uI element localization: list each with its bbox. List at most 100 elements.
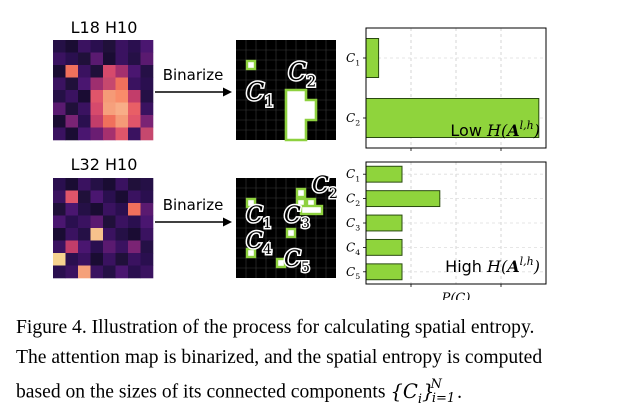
y-tick-label: C5 xyxy=(346,265,360,281)
heatmap-cell xyxy=(103,228,116,241)
heatmap-cell xyxy=(65,52,79,66)
heatmap-cell xyxy=(115,127,129,141)
heatmap-cell xyxy=(140,127,154,141)
heatmap-cell xyxy=(128,90,141,103)
heatmap-cell xyxy=(53,65,66,78)
binary-map xyxy=(236,40,336,142)
heatmap-cell xyxy=(65,40,79,53)
component-cell xyxy=(245,247,257,259)
panel-1: L18 H10 Binarize C1 C2 C1 C2 Low H(Al,h) xyxy=(53,18,547,151)
binary-map xyxy=(236,178,336,278)
heatmap-cell xyxy=(128,40,141,53)
binarize-label: Binarize xyxy=(163,196,224,214)
entropy-annotation: High H(Al,h) xyxy=(445,255,540,276)
heatmap-cell xyxy=(53,203,66,216)
heatmap-cell xyxy=(128,65,141,78)
heatmap-cell xyxy=(90,115,104,128)
component-label-c5: C5 xyxy=(283,246,312,278)
connected-component xyxy=(285,227,297,239)
heatmap-cell xyxy=(90,265,104,279)
heatmap-cell xyxy=(53,77,66,91)
svg-text:C1: C1 xyxy=(346,51,360,67)
y-tick-label: C1 xyxy=(346,51,360,67)
x-axis-label: P(C) xyxy=(441,291,471,300)
component-cell xyxy=(295,187,307,199)
caption-components-set: {Ci}Ni=1 xyxy=(390,377,456,407)
heatmap-cell xyxy=(115,203,129,216)
component-region xyxy=(284,88,318,142)
heatmap-cell xyxy=(53,127,66,141)
heatmap-cell xyxy=(140,228,154,241)
heatmap-cell xyxy=(90,52,104,66)
heatmap-cell xyxy=(78,90,91,103)
svg-text:C4: C4 xyxy=(346,240,360,256)
heatmap-cell xyxy=(103,265,116,279)
heatmap-cell xyxy=(78,203,91,216)
connected-component xyxy=(245,247,257,259)
heatmap-cell xyxy=(103,178,116,191)
svg-text:C3: C3 xyxy=(346,216,360,232)
svg-text:C1: C1 xyxy=(346,167,360,183)
svg-text:C1: C1 xyxy=(246,203,272,232)
component-label-c3: C3 xyxy=(283,202,312,234)
heatmap-cell xyxy=(140,265,154,279)
heatmap-cell xyxy=(65,102,79,116)
bar-c3 xyxy=(365,214,403,232)
heatmap-cell xyxy=(115,178,129,191)
heatmap-cell xyxy=(53,40,66,53)
heatmap-cell xyxy=(128,228,141,241)
heatmap-cell xyxy=(140,215,154,229)
heatmap-cell xyxy=(90,203,104,216)
probability-bar-chart: C1 C2 C3 C4 C5 High H(Al,h) P(C) xyxy=(346,161,547,300)
heatmap-cell xyxy=(53,90,66,103)
heatmap-cell xyxy=(65,127,79,141)
heatmap-cell xyxy=(53,265,66,279)
attention-map-label: L18 H10 xyxy=(71,18,138,37)
heatmap-cell xyxy=(103,127,116,141)
svg-text:C5: C5 xyxy=(346,265,360,281)
svg-text:C2: C2 xyxy=(346,111,360,127)
y-tick-label: C2 xyxy=(346,111,360,127)
component-cell xyxy=(245,59,257,71)
heatmap-cell xyxy=(128,102,141,116)
connected-component xyxy=(245,59,257,71)
heatmap-cell xyxy=(115,40,129,53)
heatmap-cell xyxy=(78,253,91,266)
heatmap-cell xyxy=(65,228,79,241)
heatmap-cell xyxy=(103,240,116,254)
heatmap-cell xyxy=(90,65,104,78)
heatmap-cell xyxy=(103,40,116,53)
heatmap-cell xyxy=(128,77,141,91)
heatmap-cell xyxy=(78,65,91,78)
heatmap-cell xyxy=(115,253,129,266)
component-label-c1: C1 xyxy=(245,77,276,113)
heatmap-cell xyxy=(115,65,129,78)
heatmap-cell xyxy=(78,102,91,116)
svg-text:C2: C2 xyxy=(288,58,316,91)
heatmap-cell xyxy=(65,253,79,266)
component-cell xyxy=(285,227,297,239)
heatmap-cell xyxy=(115,228,129,241)
svg-text:C5: C5 xyxy=(284,247,310,276)
heatmap-cell xyxy=(128,190,141,204)
attention-heatmap xyxy=(53,178,154,279)
heatmap-cell xyxy=(78,228,91,241)
heatmap-cell xyxy=(53,215,66,229)
heatmap-cell xyxy=(115,90,129,103)
heatmap-cell xyxy=(128,127,141,141)
heatmap-cell xyxy=(65,90,79,103)
heatmap-cell xyxy=(53,190,66,204)
heatmap-cell xyxy=(90,190,104,204)
heatmap-cell xyxy=(90,77,104,91)
heatmap-cell xyxy=(90,228,104,241)
heatmap-cell xyxy=(53,102,66,116)
caption-line-3: based on the sizes of its connected comp… xyxy=(16,372,611,414)
y-tick-label: C2 xyxy=(346,192,360,208)
heatmap-cell xyxy=(115,265,129,279)
heatmap-cell xyxy=(90,102,104,116)
heatmap-cell xyxy=(65,65,79,78)
bar-c4 xyxy=(365,238,403,256)
heatmap-cell xyxy=(103,52,116,66)
heatmap-cell xyxy=(128,240,141,254)
probability-bar-chart: C1 C2 Low H(Al,h) xyxy=(346,27,547,151)
